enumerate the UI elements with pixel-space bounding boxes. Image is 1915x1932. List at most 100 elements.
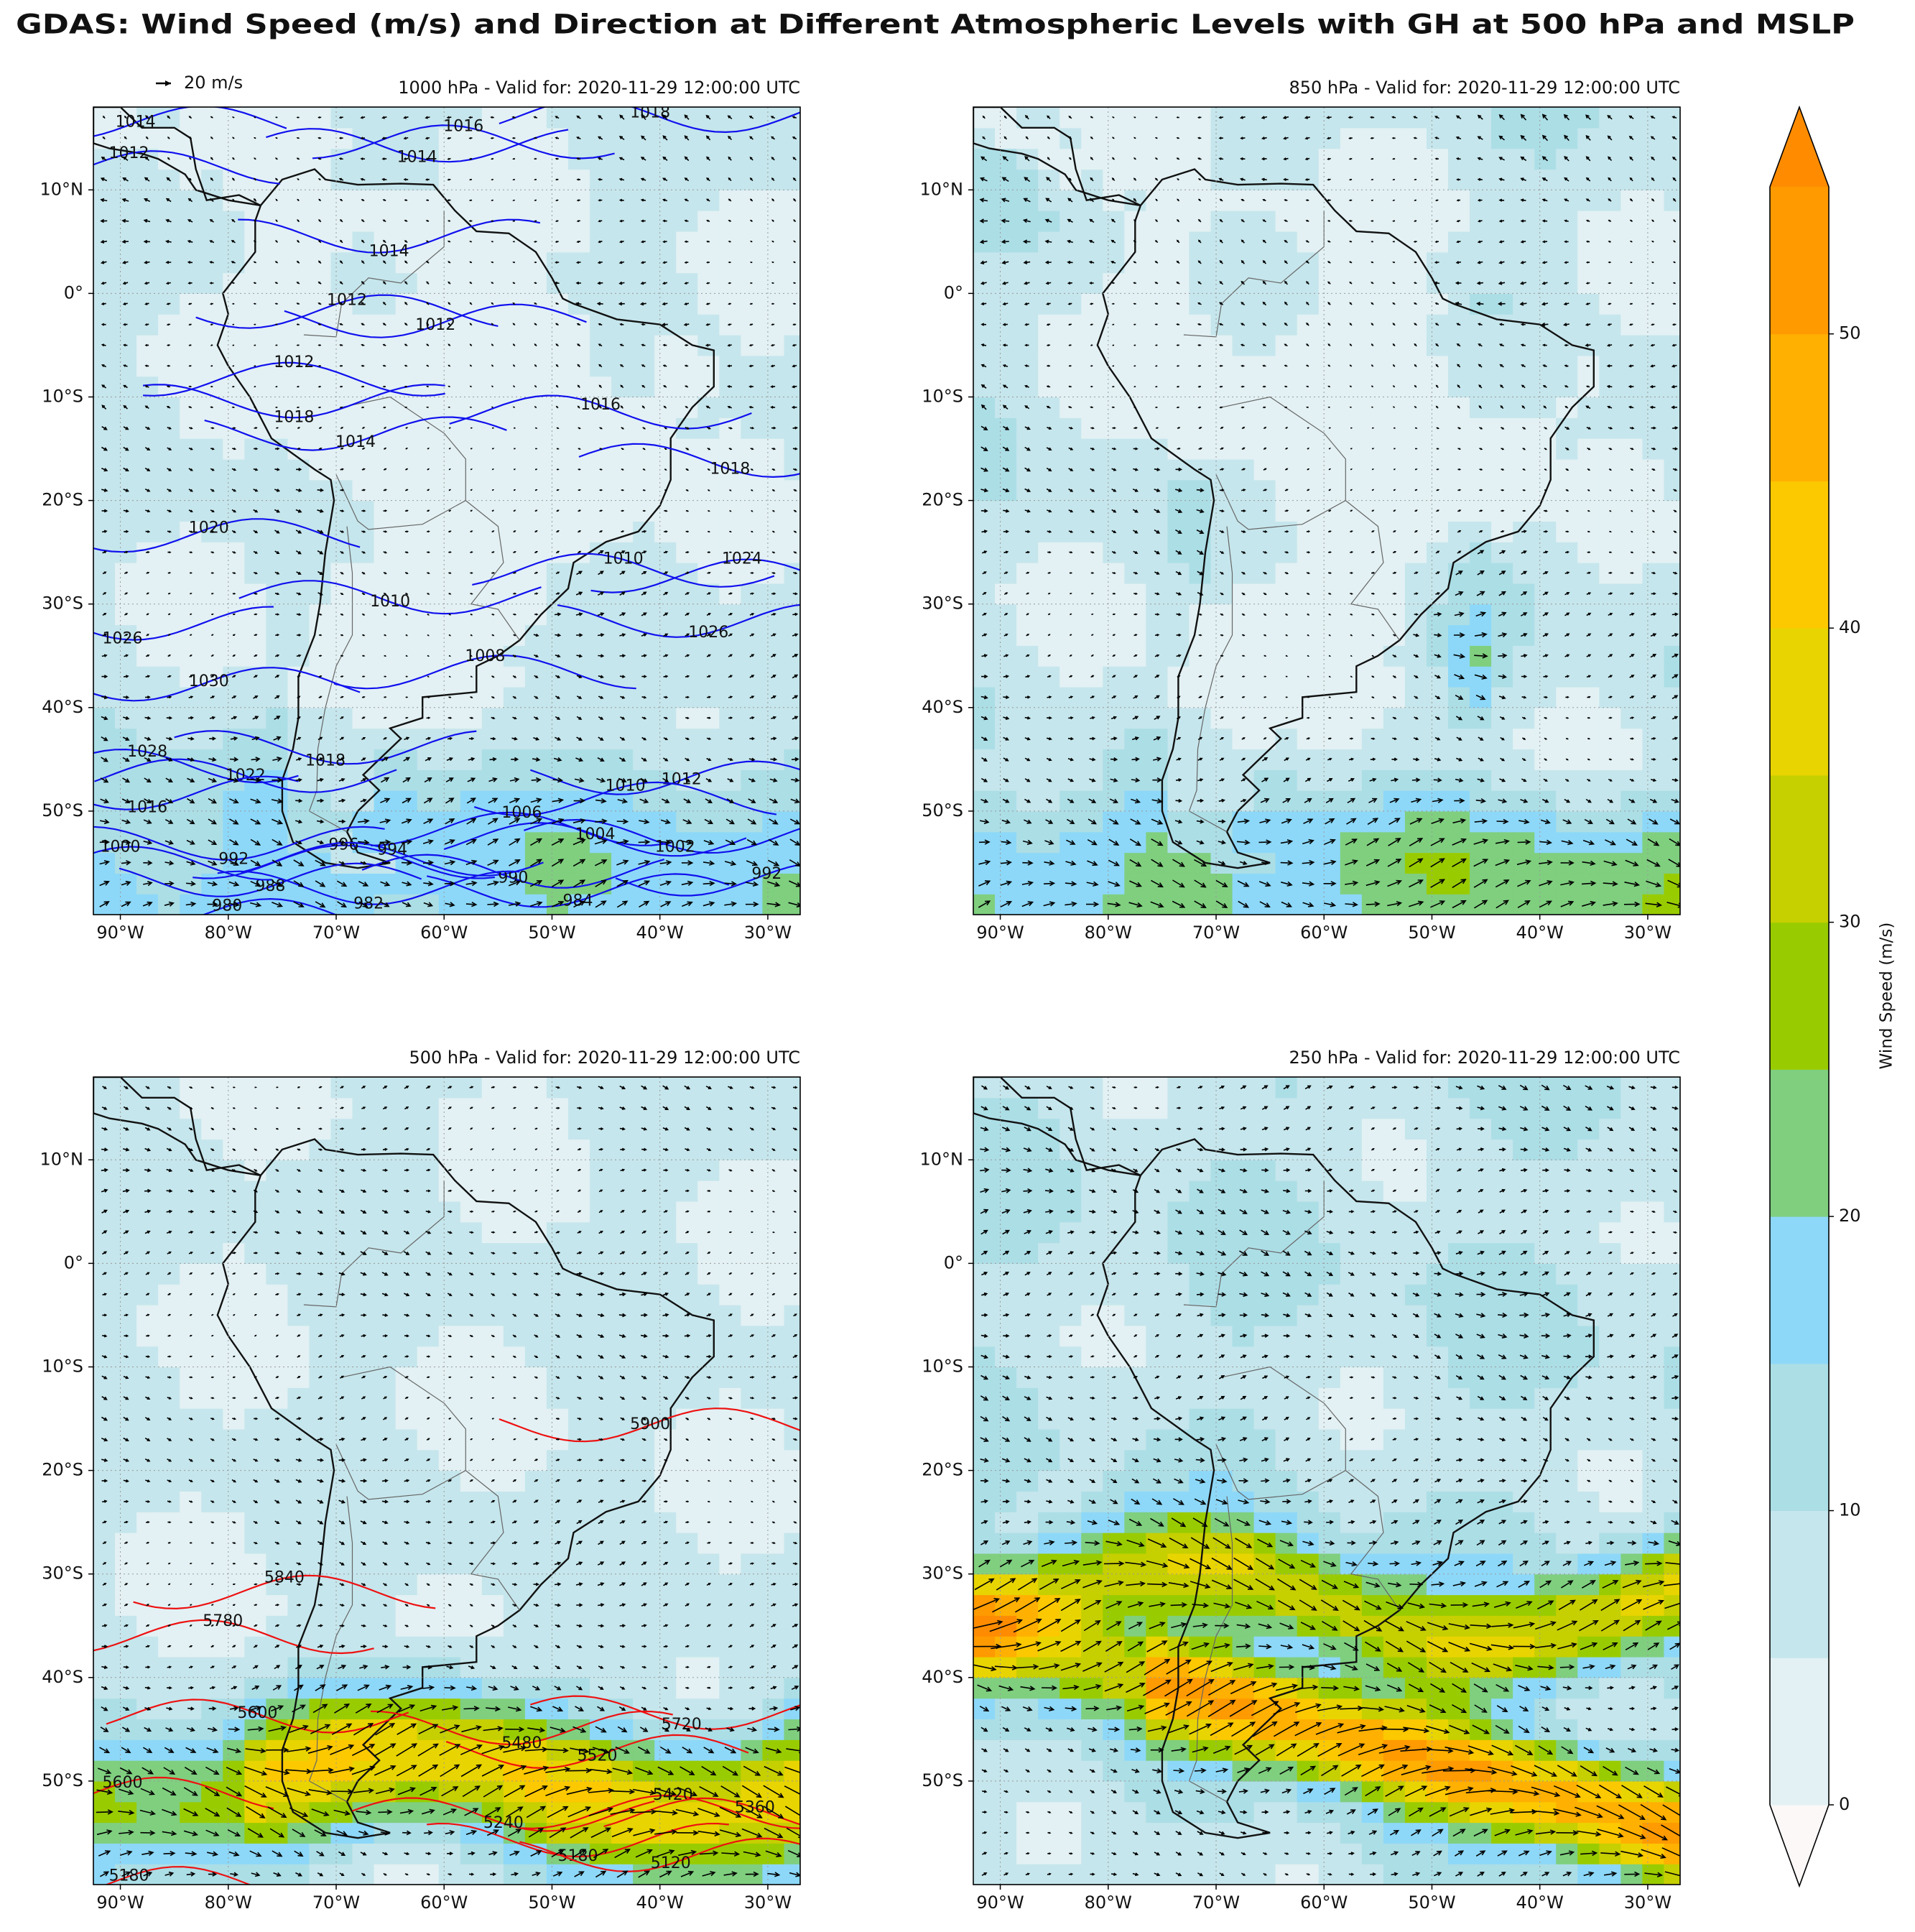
wind-arrow — [403, 757, 411, 762]
wind-arrow — [1282, 116, 1289, 119]
wind-arrow — [1436, 489, 1440, 491]
wind-arrow — [1153, 757, 1162, 762]
wind-arrow — [1111, 323, 1115, 325]
wind-arrow — [1457, 550, 1462, 554]
wind-arrow — [1111, 177, 1116, 181]
contour-label: 1012 — [274, 353, 314, 371]
wind-arrow — [1024, 446, 1031, 451]
wind-arrow — [1001, 839, 1012, 845]
speed-cell — [784, 707, 800, 729]
wind-arrow — [705, 405, 711, 409]
speed-cell — [784, 666, 800, 688]
wind-arrow — [1237, 818, 1251, 824]
wind-arrow — [1047, 655, 1052, 657]
wind-arrow — [1393, 509, 1396, 512]
wind-arrow — [250, 880, 261, 887]
wind-arrow — [638, 859, 651, 866]
wind-arrow — [771, 302, 774, 305]
wind-arrow — [124, 592, 129, 595]
wind-arrow — [231, 509, 237, 513]
wind-arrow — [727, 405, 732, 409]
wind-arrow — [340, 655, 344, 657]
wind-arrow — [469, 323, 473, 326]
wind-arrow — [512, 343, 516, 347]
wind-arrow — [1435, 592, 1441, 596]
wind-arrow — [1219, 364, 1223, 367]
wind-arrow — [102, 633, 108, 637]
contour-line — [93, 846, 272, 881]
wind-arrow — [1327, 757, 1332, 761]
wind-arrow — [145, 530, 151, 533]
wind-arrow — [1302, 902, 1314, 907]
wind-arrow — [470, 593, 473, 595]
speed-cell — [1664, 686, 1680, 708]
wind-arrow — [1473, 859, 1489, 867]
wind-arrow — [272, 777, 284, 783]
wind-arrow — [790, 798, 800, 804]
wind-arrow — [383, 260, 386, 264]
wind-arrow — [167, 613, 171, 616]
wind-arrow — [1350, 530, 1353, 533]
wind-arrow — [122, 716, 130, 720]
wind-arrow — [1024, 426, 1031, 430]
wind-arrow — [1090, 157, 1094, 161]
wind-arrow — [529, 901, 543, 907]
wind-arrow — [1284, 364, 1288, 367]
wind-arrow — [275, 219, 278, 223]
wind-arrow — [598, 695, 604, 699]
contour-line — [361, 854, 665, 889]
wind-arrow — [188, 447, 193, 450]
wind-arrow — [1002, 384, 1008, 389]
wind-arrow — [208, 818, 217, 825]
wind-arrow — [1349, 302, 1353, 305]
wind-arrow — [1176, 633, 1182, 637]
wind-arrow — [276, 427, 279, 429]
wind-arrow — [360, 177, 366, 181]
x-tick-label: 80°W — [205, 923, 252, 943]
wind-arrow — [1068, 344, 1072, 346]
wind-arrow — [595, 879, 608, 887]
wind-arrow — [1434, 116, 1439, 119]
contour-line — [195, 294, 499, 329]
wind-arrow — [1067, 218, 1073, 223]
wind-arrow — [641, 343, 646, 347]
wind-arrow — [788, 902, 800, 908]
wind-arrow — [383, 447, 387, 450]
wind-arrow — [186, 881, 196, 887]
wind-arrow — [317, 509, 324, 513]
wind-arrow — [1025, 675, 1031, 678]
speed-cell — [1664, 707, 1680, 729]
wind-arrow — [1151, 879, 1164, 888]
wind-arrow — [296, 716, 301, 720]
wind-arrow — [100, 218, 108, 223]
wind-arrow — [1024, 695, 1031, 699]
wind-arrow — [124, 613, 129, 616]
wind-arrow — [749, 695, 755, 699]
wind-arrow — [1240, 116, 1246, 119]
wind-arrow — [1133, 240, 1137, 244]
wind-arrow — [101, 281, 107, 285]
wind-arrow — [1045, 198, 1052, 203]
wind-arrow — [771, 489, 776, 491]
wind-arrow — [426, 406, 429, 408]
wind-arrow — [555, 384, 559, 388]
wind-arrow — [529, 859, 543, 867]
wind-arrow — [1197, 736, 1203, 741]
wind-arrow — [728, 282, 731, 285]
wind-arrow — [491, 241, 493, 243]
wind-arrow — [210, 323, 213, 326]
wind-arrow — [1413, 157, 1417, 160]
wind-arrow — [189, 675, 193, 678]
wind-arrow — [1175, 488, 1183, 493]
wind-arrow — [1196, 550, 1204, 555]
wind-arrow — [1069, 634, 1072, 637]
wind-arrow — [1454, 674, 1465, 680]
wind-arrow — [662, 364, 667, 367]
wind-arrow — [1196, 529, 1205, 535]
wind-arrow — [534, 592, 539, 595]
wind-arrow — [1371, 737, 1376, 740]
wind-arrow — [1044, 239, 1052, 244]
wind-arrow — [210, 177, 214, 182]
wind-arrow — [1457, 384, 1461, 389]
wind-arrow — [1152, 777, 1162, 783]
